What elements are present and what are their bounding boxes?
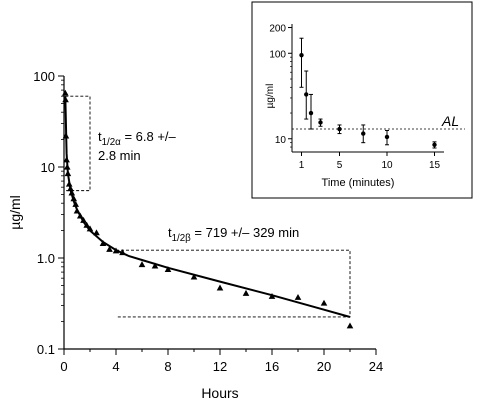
data-point bbox=[106, 245, 113, 252]
x-tick-label: 0 bbox=[60, 359, 67, 374]
inset-x-tick-label: 5 bbox=[337, 160, 343, 171]
data-point bbox=[76, 212, 84, 219]
y-tick-label: 100 bbox=[33, 69, 55, 84]
data-point bbox=[73, 207, 81, 214]
data-point bbox=[67, 185, 74, 192]
data-point bbox=[216, 284, 224, 291]
inset-data-point bbox=[308, 110, 314, 116]
data-point bbox=[72, 200, 79, 207]
data-point bbox=[242, 289, 250, 296]
data-point bbox=[63, 156, 70, 163]
inset-data-point bbox=[299, 52, 304, 58]
inset-y-tick-label: 10 bbox=[275, 135, 287, 146]
data-point bbox=[112, 247, 120, 254]
x-tick-label: 16 bbox=[265, 359, 279, 374]
inset-y-tick-label: 100 bbox=[269, 49, 286, 60]
y-axis-label: µg/ml bbox=[7, 195, 23, 230]
x-tick-label: 12 bbox=[213, 359, 227, 374]
x-axis-label: Hours bbox=[201, 385, 238, 401]
data-point bbox=[93, 229, 100, 236]
data-point bbox=[268, 292, 276, 299]
half-life-bracket bbox=[65, 95, 91, 192]
al-reference-label: AL bbox=[441, 113, 459, 129]
inset-y-axis-label: µg/ml bbox=[265, 84, 276, 109]
x-tick-label: 24 bbox=[369, 359, 383, 374]
data-point bbox=[62, 89, 69, 96]
inset-x-tick-label: 15 bbox=[429, 160, 441, 171]
inset-data-point bbox=[318, 120, 323, 125]
x-tick-label: 20 bbox=[317, 359, 331, 374]
data-point bbox=[294, 293, 302, 300]
x-tick-label: 4 bbox=[112, 359, 119, 374]
data-point bbox=[164, 266, 172, 273]
inset-x-tick-label: 10 bbox=[381, 160, 393, 171]
data-point bbox=[190, 273, 198, 280]
inset-y-tick-label: 200 bbox=[269, 24, 286, 35]
data-point bbox=[83, 221, 91, 228]
inset-frame bbox=[251, 1, 473, 199]
data-point bbox=[138, 261, 146, 268]
y-tick-label: 10 bbox=[41, 160, 55, 175]
inset-x-tick-label: 1 bbox=[299, 160, 305, 171]
inset-x-axis-label: Time (minutes) bbox=[322, 177, 395, 189]
main-chart: 0 4 8 12 16 20 24 0.1 1.0 10 100 Hours µg/ml t1/2α = … bbox=[7, 69, 383, 401]
data-point bbox=[63, 163, 71, 170]
data-point bbox=[70, 195, 78, 202]
y-tick-label: 1.0 bbox=[37, 251, 55, 266]
annotation-alpha-half-life-2: 2.8 min bbox=[98, 148, 141, 163]
data-point bbox=[65, 180, 73, 187]
data-point bbox=[320, 299, 328, 306]
data-point bbox=[80, 216, 87, 223]
data-point bbox=[151, 262, 159, 269]
half-life-bracket bbox=[116, 249, 351, 318]
data-point bbox=[62, 96, 69, 103]
inset-data-point bbox=[432, 142, 437, 147]
annotation-alpha-half-life: t1/2α = 6.8 +/– bbox=[98, 129, 177, 148]
data-point bbox=[99, 240, 107, 246]
annotation-beta-half-life: t1/2β = 719 +/– 329 min bbox=[168, 225, 299, 244]
data-point bbox=[64, 170, 72, 177]
inset-data-point bbox=[384, 134, 390, 140]
data-point bbox=[119, 249, 126, 256]
data-point bbox=[346, 322, 354, 329]
x-tick-label: 8 bbox=[164, 359, 171, 374]
data-point bbox=[68, 189, 76, 196]
data-point bbox=[62, 132, 70, 139]
inset-data-point bbox=[304, 92, 309, 97]
y-tick-label: 0.1 bbox=[37, 342, 55, 357]
inset-data-point bbox=[361, 131, 366, 136]
inset-data-point bbox=[337, 126, 342, 132]
data-point bbox=[86, 225, 94, 232]
